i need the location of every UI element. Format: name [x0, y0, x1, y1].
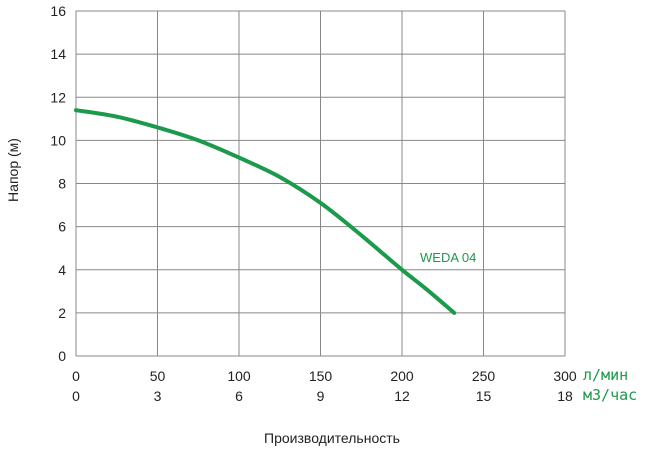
x-tick-label-lmin: 250	[472, 368, 496, 384]
x-tick-label-lmin: 100	[227, 368, 251, 384]
y-tick-label: 10	[50, 132, 66, 148]
series-line-weda-04	[74, 108, 457, 315]
y-tick-label: 14	[50, 46, 66, 62]
x-tick-label-m3h: 9	[317, 388, 325, 404]
y-tick-label: 2	[58, 305, 66, 321]
y-tick-label: 6	[58, 219, 66, 235]
y-tick-labels: 0 2 4 6 8 10 12 14 16	[50, 3, 66, 364]
series-group: WEDA 04	[74, 108, 476, 315]
y-tick-label: 8	[58, 176, 66, 192]
x-tick-label-m3h: 12	[394, 388, 410, 404]
x-tick-label-lmin: 200	[390, 368, 414, 384]
x-unit-lmin: л/мин	[583, 366, 628, 384]
x-tick-labels-m3h: 0 3 6 9 12 15 18	[72, 388, 573, 404]
grid	[75, 10, 566, 357]
x-tick-label-lmin: 50	[150, 368, 166, 384]
x-tick-label-m3h: 18	[557, 388, 573, 404]
x-tick-label-lmin: 150	[309, 368, 333, 384]
x-axis-title: Производительность	[264, 430, 400, 446]
y-tick-label: 4	[58, 262, 66, 278]
x-tick-label-m3h: 0	[72, 388, 80, 404]
y-tick-label: 0	[58, 348, 66, 364]
x-tick-label-m3h: 15	[476, 388, 492, 404]
x-tick-label-lmin: 300	[553, 368, 577, 384]
y-tick-label: 12	[50, 89, 66, 105]
y-tick-label: 16	[50, 3, 66, 19]
x-tick-labels-lmin: 0 50 100 150 200 250 300	[72, 368, 577, 384]
x-tick-label-lmin: 0	[72, 368, 80, 384]
y-axis-title: Напор (м)	[5, 138, 21, 202]
x-tick-label-m3h: 6	[235, 388, 243, 404]
series-label: WEDA 04	[420, 250, 476, 265]
x-unit-m3h: м3/час	[583, 386, 637, 404]
x-tick-label-m3h: 3	[154, 388, 162, 404]
